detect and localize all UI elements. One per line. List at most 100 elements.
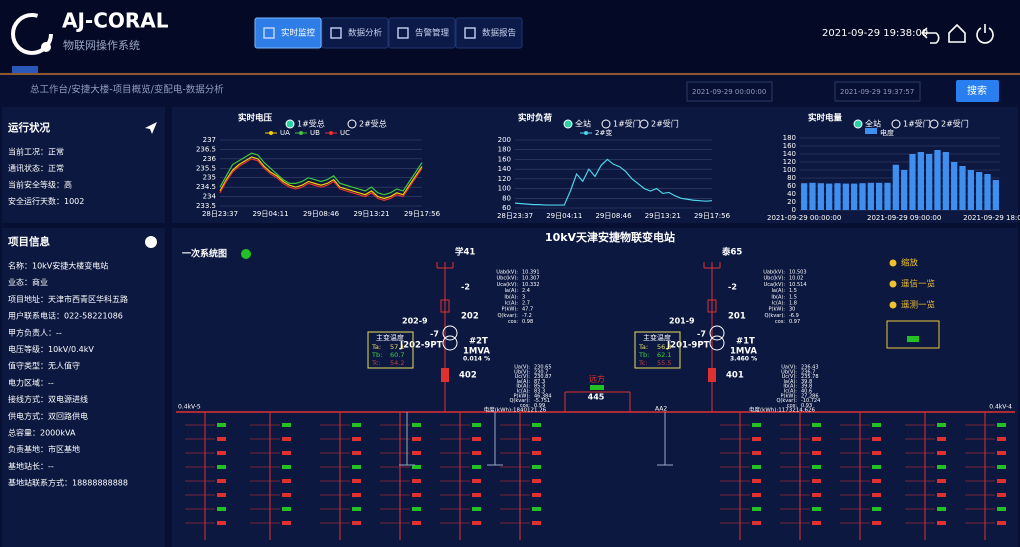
measure-value: 3: [522, 294, 525, 300]
logo-icon: [11, 13, 53, 55]
feeder-breaker: [217, 479, 226, 483]
y-tick-label: 80: [787, 174, 796, 182]
chart-title: 实时电压: [238, 113, 273, 124]
nav-button[interactable]: [455, 17, 523, 49]
search-button[interactable]: [956, 80, 999, 102]
panel-title: 项目信息: [8, 235, 50, 248]
link-dot: [889, 301, 897, 309]
status-item: 通讯状态：正常: [8, 163, 64, 173]
measure-label: Ic(A):: [517, 389, 531, 395]
measure-label: Ua(V):: [781, 365, 797, 371]
measure-label: Uab(kV):: [763, 270, 785, 276]
measure-value: 10.307: [522, 276, 540, 282]
power-icon[interactable]: [976, 24, 994, 44]
feeder-breaker: [282, 423, 291, 427]
radio[interactable]: [285, 119, 295, 129]
y-tick-label: 120: [783, 158, 796, 166]
switch-label: 201-9: [669, 317, 695, 326]
radio[interactable]: [563, 119, 573, 129]
temp-label: Tc:: [638, 359, 648, 367]
chart-title: 实时负荷: [518, 113, 553, 124]
measure-value: 2.7: [522, 301, 530, 307]
feeder-breaker: [937, 423, 946, 427]
temp-title: 主变温度: [376, 333, 404, 342]
nav-button[interactable]: [388, 17, 456, 49]
transformer-label: #2T: [469, 337, 488, 347]
status-dot: [241, 249, 251, 259]
bar: [867, 182, 874, 210]
remote-label: 远方: [589, 374, 605, 384]
transformer: [709, 335, 725, 351]
feeder-breaker: [872, 451, 881, 455]
switch-label: 202-9: [402, 317, 428, 326]
measure-value: -5.751: [534, 398, 550, 404]
radio[interactable]: [853, 119, 863, 129]
feeder-breaker: [472, 465, 481, 469]
feeder-breaker: [997, 479, 1006, 483]
measure-label: Q(kvar):: [777, 398, 798, 404]
feeder-breaker: [472, 437, 481, 441]
radio[interactable]: [891, 119, 901, 129]
feeder-breaker: [412, 507, 421, 511]
radio-label: 2#受门: [941, 119, 969, 129]
measure-value: 230.7: [534, 369, 548, 375]
feeder-breaker: [812, 423, 821, 427]
measure-value: 0.99: [534, 403, 545, 409]
feeder-breaker: [997, 465, 1006, 469]
bar: [959, 166, 966, 210]
info-icon: [145, 236, 157, 248]
y-tick-label: 233.5: [196, 202, 216, 210]
nav-button[interactable]: [254, 17, 322, 49]
y-tick-label: 0: [792, 206, 796, 214]
measure-label: Q(kvar):: [498, 313, 519, 319]
feeder-breaker: [752, 465, 761, 469]
start-input[interactable]: [686, 81, 773, 102]
energy-label: 电度(kWh):1840121.26: [484, 406, 547, 414]
project-item: 电压等级：10kV/0.4kV: [8, 344, 94, 354]
switch-label: 202: [461, 312, 479, 322]
radio[interactable]: [347, 119, 357, 129]
chart-title: 实时电量: [808, 113, 843, 124]
measure-value: 87.3: [534, 379, 545, 385]
measure-label: Ic(A):: [505, 301, 519, 307]
nav-button[interactable]: [321, 17, 389, 49]
measure-value: 10.503: [789, 270, 807, 276]
breadcrumb: 总工作台/安捷大楼-项目概览/变配电-数据分析: [30, 84, 224, 96]
end-input[interactable]: [834, 81, 921, 102]
radio[interactable]: [601, 119, 611, 129]
feeder-breaker: [937, 507, 946, 511]
switch-label: 401: [726, 371, 744, 381]
y-tick-label: 234: [203, 193, 217, 201]
radio[interactable]: [639, 119, 649, 129]
measure-label: P(kW):: [769, 307, 786, 313]
diagram-link: 遥信一览: [901, 279, 935, 290]
series-line: [219, 158, 423, 201]
measure-label: P(kW):: [514, 393, 531, 399]
feeder-breaker: [937, 521, 946, 525]
y-tick-label: 80: [502, 194, 511, 202]
bar: [976, 172, 983, 210]
feeder-breaker: [937, 465, 946, 469]
temp-title: 主变温度: [643, 333, 671, 342]
home-icon[interactable]: [948, 23, 966, 43]
bar: [917, 152, 924, 210]
measure-value: 39.8: [801, 379, 812, 385]
bar: [876, 182, 883, 210]
feeder-breaker: [752, 479, 761, 483]
x-tick-label: 29日17:56: [694, 212, 731, 220]
measure-label: Ib(A):: [783, 384, 797, 390]
measure-value: 27.286: [801, 393, 819, 399]
x-tick-label: 2021-09-29 00:00:00: [767, 214, 841, 222]
measure-value: 236.7: [801, 369, 815, 375]
status-item: 安全运行天数：1002: [8, 196, 84, 206]
bar: [842, 183, 849, 210]
radio[interactable]: [929, 119, 939, 129]
measure-value: 39.8: [801, 384, 812, 390]
bar: [892, 164, 899, 210]
back-icon[interactable]: [921, 27, 940, 44]
switch-label: 402: [459, 371, 477, 381]
y-tick-label: 20: [787, 198, 796, 206]
feeder-breaker: [282, 479, 291, 483]
measure-value: 1.8: [789, 301, 797, 307]
feeder-breaker: [532, 507, 541, 511]
